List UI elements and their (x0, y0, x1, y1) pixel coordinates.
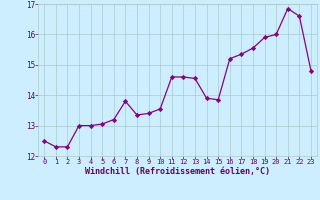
X-axis label: Windchill (Refroidissement éolien,°C): Windchill (Refroidissement éolien,°C) (85, 167, 270, 176)
